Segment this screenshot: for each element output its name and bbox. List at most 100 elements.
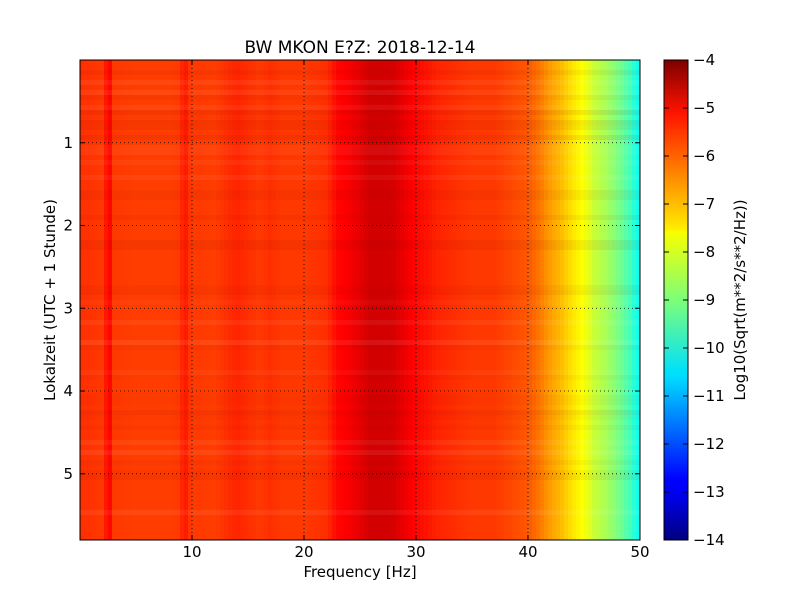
heatmap-column xyxy=(328,60,333,540)
heatmap-column xyxy=(132,60,137,540)
colorbar-tick-label: −6 xyxy=(693,147,715,165)
heatmap-column xyxy=(576,60,581,540)
heatmap-column xyxy=(244,60,249,540)
heatmap-column xyxy=(452,60,457,540)
heatmap-time-band xyxy=(80,80,640,85)
heatmap-time-band xyxy=(80,145,640,150)
heatmap-column xyxy=(332,60,337,540)
y-tick-label: 4 xyxy=(63,382,73,400)
heatmap-column xyxy=(96,60,101,540)
heatmap-column xyxy=(596,60,601,540)
heatmap-column xyxy=(200,60,205,540)
heatmap-time-band xyxy=(80,95,640,100)
heatmap-column xyxy=(256,60,261,540)
heatmap-column xyxy=(532,60,537,540)
heatmap-column xyxy=(176,60,181,540)
heatmap-column xyxy=(468,60,473,540)
heatmap-column xyxy=(104,60,109,540)
heatmap-column xyxy=(172,60,177,540)
colorbar-ticks: −4 −5 −6 −7 −8 −9 −10 −11 −12 −13 −14 xyxy=(664,51,725,549)
y-axis: 1 2 3 4 5 xyxy=(63,134,640,483)
heatmap-time-band xyxy=(80,320,640,325)
heatmap-time-band xyxy=(80,460,640,465)
heatmap-time-band xyxy=(80,395,640,400)
heatmap-column xyxy=(448,60,453,540)
heatmap-column xyxy=(360,60,365,540)
heatmap-column xyxy=(388,60,393,540)
heatmap-column xyxy=(128,60,133,540)
heatmap-column xyxy=(536,60,541,540)
heatmap-column xyxy=(540,60,545,540)
y-tick-label: 3 xyxy=(63,299,73,317)
heatmap-column xyxy=(456,60,461,540)
heatmap-column xyxy=(392,60,397,540)
x-tick-label: 30 xyxy=(406,543,425,561)
heatmap-column xyxy=(220,60,225,540)
heatmap-column xyxy=(508,60,513,540)
heatmap-column xyxy=(412,60,417,540)
colorbar-tick-label: −14 xyxy=(693,531,725,549)
heatmap-column xyxy=(268,60,273,540)
chart-title: BW MKON E?Z: 2018-12-14 xyxy=(245,38,476,58)
heatmap-column xyxy=(108,60,113,540)
heatmap-column xyxy=(480,60,485,540)
heatmap-column xyxy=(288,60,293,540)
heatmap-column xyxy=(604,60,609,540)
heatmap-time-band xyxy=(80,240,640,245)
heatmap-column xyxy=(436,60,441,540)
heatmap-column xyxy=(292,60,297,540)
heatmap-column xyxy=(476,60,481,540)
colorbar-tick-label: −10 xyxy=(693,339,725,357)
colorbar-tick-label: −9 xyxy=(693,291,715,309)
x-tick-label: 10 xyxy=(182,543,201,561)
heatmap-time-band xyxy=(80,425,640,430)
heatmap-time-band xyxy=(80,245,640,250)
heatmap-time-band xyxy=(80,90,640,95)
heatmap-column xyxy=(492,60,497,540)
heatmap-column xyxy=(568,60,573,540)
heatmap-column xyxy=(376,60,381,540)
heatmap-column xyxy=(336,60,341,540)
x-axis: 10 20 30 40 50 xyxy=(182,60,650,561)
heatmap-column xyxy=(612,60,617,540)
heatmap-column xyxy=(124,60,129,540)
heatmap-column xyxy=(572,60,577,540)
heatmap-column xyxy=(600,60,605,540)
heatmap-column xyxy=(264,60,269,540)
heatmap-column xyxy=(624,60,629,540)
heatmap-time-band xyxy=(80,160,640,165)
heatmap-time-band xyxy=(80,400,640,405)
heatmap-column xyxy=(484,60,489,540)
heatmap-time-band xyxy=(80,440,640,445)
heatmap-time-band xyxy=(80,410,640,415)
y-tick-label: 2 xyxy=(63,217,73,235)
heatmap-time-band xyxy=(80,215,640,220)
heatmap-column xyxy=(308,60,313,540)
heatmap-column xyxy=(204,60,209,540)
heatmap-time-band xyxy=(80,415,640,420)
heatmap-column xyxy=(184,60,189,540)
heatmap-time-band xyxy=(80,190,640,195)
heatmap-time-band xyxy=(80,195,640,200)
heatmap-column xyxy=(92,60,97,540)
heatmap-column xyxy=(620,60,625,540)
heatmap-column xyxy=(208,60,213,540)
heatmap-time-band xyxy=(80,120,640,125)
x-tick-label: 50 xyxy=(630,543,649,561)
heatmap-time-band xyxy=(80,510,640,515)
heatmap-column xyxy=(280,60,285,540)
heatmap-column xyxy=(168,60,173,540)
heatmap-column xyxy=(276,60,281,540)
heatmap-column xyxy=(424,60,429,540)
heatmap-column xyxy=(240,60,245,540)
heatmap-column xyxy=(560,60,565,540)
heatmap-column xyxy=(216,60,221,540)
heatmap-column xyxy=(584,60,589,540)
heatmap-column xyxy=(284,60,289,540)
colorbar-tick-label: −4 xyxy=(693,51,715,69)
heatmap-column xyxy=(628,60,633,540)
heatmap-time-band xyxy=(80,285,640,290)
heatmap-column xyxy=(320,60,325,540)
grid-lines xyxy=(80,60,640,540)
